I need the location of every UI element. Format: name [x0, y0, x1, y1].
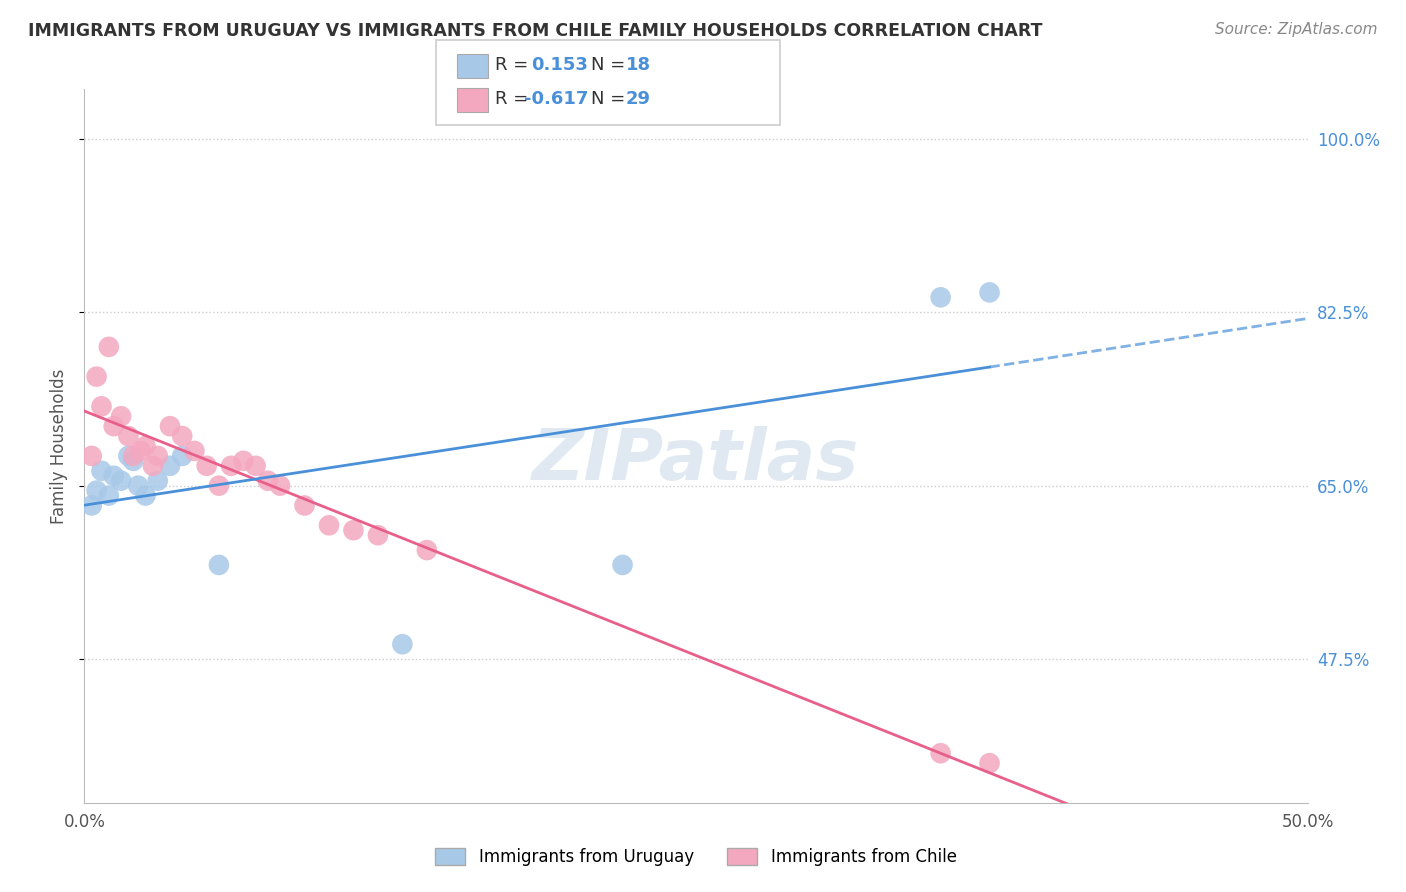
Point [318, 518, 340, 533]
Point [122, 449, 145, 463]
Point [294, 499, 316, 513]
Text: ZIPatlas: ZIPatlas [533, 425, 859, 495]
Point [172, 449, 194, 463]
Legend: Immigrants from Uruguay, Immigrants from Chile: Immigrants from Uruguay, Immigrants from… [429, 841, 963, 873]
Text: -0.617: -0.617 [524, 90, 589, 108]
Point [929, 746, 952, 760]
Text: R =: R = [495, 56, 534, 74]
Point [110, 474, 132, 488]
Point [232, 454, 254, 468]
Point [612, 558, 634, 572]
Text: 29: 29 [626, 90, 651, 108]
Point [103, 419, 125, 434]
Point [103, 468, 125, 483]
Point [86, 483, 108, 498]
Point [159, 458, 181, 473]
Point [110, 409, 132, 424]
Point [208, 558, 231, 572]
Point [979, 285, 1001, 300]
Point [159, 419, 181, 434]
Point [367, 528, 389, 542]
Point [391, 637, 413, 651]
Point [90, 400, 112, 414]
Point [195, 458, 218, 473]
Point [342, 523, 364, 537]
Point [416, 543, 439, 558]
Text: 18: 18 [626, 56, 651, 74]
Point [97, 489, 120, 503]
Point [929, 290, 952, 304]
Point [117, 429, 139, 443]
Point [979, 756, 1001, 771]
Point [80, 449, 103, 463]
Y-axis label: Family Households: Family Households [51, 368, 69, 524]
Point [183, 444, 205, 458]
Point [122, 454, 145, 468]
Point [269, 478, 291, 492]
Text: Source: ZipAtlas.com: Source: ZipAtlas.com [1215, 22, 1378, 37]
Text: R =: R = [495, 90, 534, 108]
Text: N =: N = [591, 90, 630, 108]
Point [146, 474, 169, 488]
Point [219, 458, 242, 473]
Point [135, 489, 157, 503]
Point [146, 449, 169, 463]
Point [245, 458, 267, 473]
Point [86, 369, 108, 384]
Text: IMMIGRANTS FROM URUGUAY VS IMMIGRANTS FROM CHILE FAMILY HOUSEHOLDS CORRELATION C: IMMIGRANTS FROM URUGUAY VS IMMIGRANTS FR… [28, 22, 1043, 40]
Point [127, 478, 149, 492]
Point [208, 478, 231, 492]
Point [97, 340, 120, 354]
Point [117, 449, 139, 463]
Point [135, 439, 157, 453]
Point [80, 499, 103, 513]
Text: 0.153: 0.153 [531, 56, 588, 74]
Point [257, 474, 280, 488]
Point [129, 444, 152, 458]
Point [90, 464, 112, 478]
Text: N =: N = [591, 56, 630, 74]
Point [142, 458, 165, 473]
Point [172, 429, 194, 443]
